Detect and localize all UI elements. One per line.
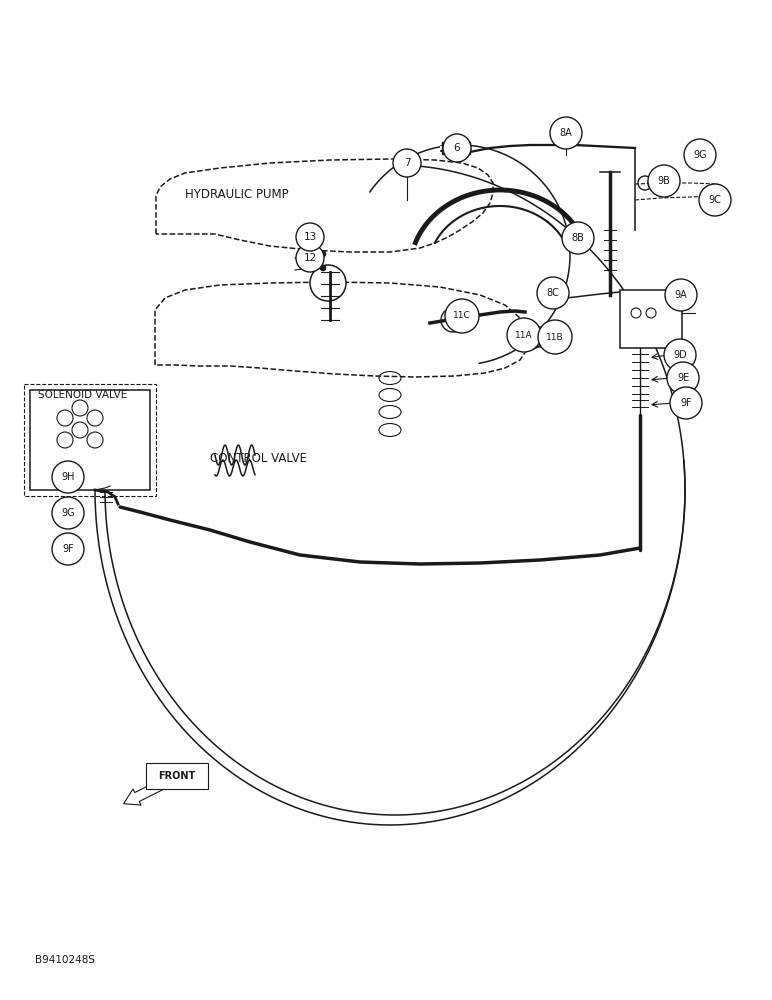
Text: 9D: 9D bbox=[673, 350, 687, 360]
Text: 9F: 9F bbox=[62, 544, 74, 554]
Circle shape bbox=[665, 279, 697, 311]
Circle shape bbox=[667, 362, 699, 394]
Text: 13: 13 bbox=[303, 232, 317, 242]
Text: SOLENOID VALVE: SOLENOID VALVE bbox=[38, 390, 127, 400]
Text: 8B: 8B bbox=[571, 233, 584, 243]
Circle shape bbox=[320, 251, 326, 257]
Text: 11C: 11C bbox=[453, 312, 471, 320]
Text: 11A: 11A bbox=[515, 330, 533, 340]
FancyBboxPatch shape bbox=[30, 390, 150, 490]
Text: 9B: 9B bbox=[658, 176, 670, 186]
Text: 9H: 9H bbox=[61, 472, 75, 482]
Text: 8A: 8A bbox=[560, 128, 572, 138]
FancyBboxPatch shape bbox=[620, 290, 682, 348]
Circle shape bbox=[393, 149, 421, 177]
Circle shape bbox=[52, 497, 84, 529]
Circle shape bbox=[52, 533, 84, 565]
Text: 9E: 9E bbox=[677, 373, 689, 383]
Text: 9G: 9G bbox=[693, 150, 707, 160]
Text: HYDRAULIC PUMP: HYDRAULIC PUMP bbox=[185, 188, 289, 202]
FancyBboxPatch shape bbox=[146, 763, 208, 789]
Circle shape bbox=[670, 387, 702, 419]
Text: B9410248S: B9410248S bbox=[35, 955, 95, 965]
Circle shape bbox=[310, 265, 346, 301]
Text: 9C: 9C bbox=[709, 195, 722, 205]
Circle shape bbox=[664, 339, 696, 371]
Circle shape bbox=[648, 165, 680, 197]
Circle shape bbox=[320, 265, 326, 271]
Circle shape bbox=[445, 299, 479, 333]
Circle shape bbox=[562, 222, 594, 254]
Text: 9G: 9G bbox=[61, 508, 75, 518]
Circle shape bbox=[699, 184, 731, 216]
Text: 8C: 8C bbox=[547, 288, 560, 298]
Text: FRONT: FRONT bbox=[158, 771, 195, 781]
Circle shape bbox=[538, 320, 572, 354]
Circle shape bbox=[684, 139, 716, 171]
Circle shape bbox=[296, 244, 324, 272]
Text: 11B: 11B bbox=[546, 332, 564, 342]
Circle shape bbox=[550, 117, 582, 149]
Text: 9A: 9A bbox=[675, 290, 687, 300]
FancyArrow shape bbox=[124, 779, 168, 805]
Text: CONTROL VALVE: CONTROL VALVE bbox=[210, 452, 307, 464]
Text: 12: 12 bbox=[303, 253, 317, 263]
Text: 9F: 9F bbox=[680, 398, 692, 408]
Circle shape bbox=[443, 134, 471, 162]
Circle shape bbox=[507, 318, 541, 352]
Circle shape bbox=[537, 277, 569, 309]
Circle shape bbox=[296, 223, 324, 251]
Text: 7: 7 bbox=[404, 158, 410, 168]
Circle shape bbox=[52, 461, 84, 493]
Text: 6: 6 bbox=[454, 143, 460, 153]
